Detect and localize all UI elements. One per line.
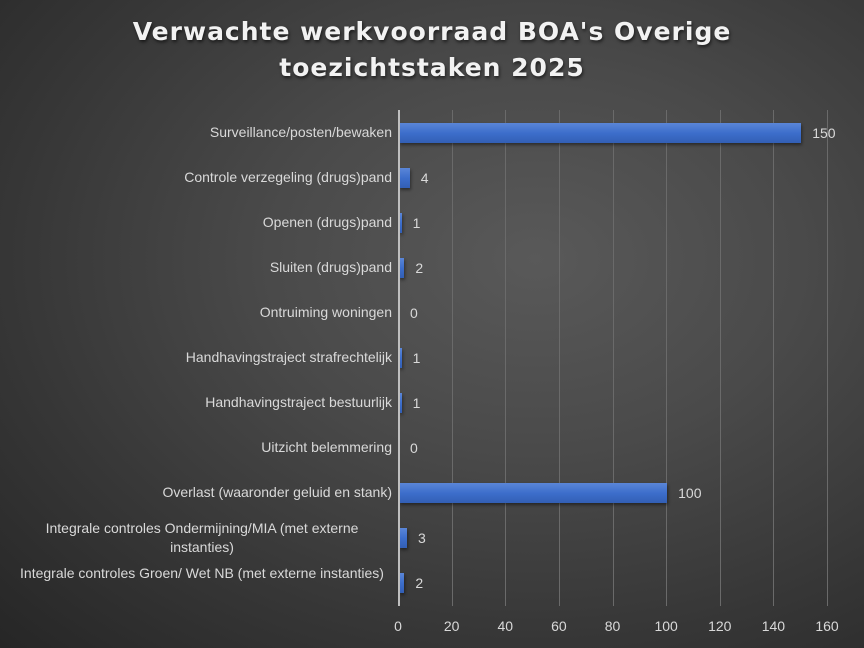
- chart-title-line-2: toezichtstaken 2025: [279, 53, 585, 82]
- category-label: Integrale controles Ondermijning/MIA (me…: [45, 520, 359, 556]
- data-label: 100: [678, 485, 702, 502]
- data-label: 0: [410, 440, 418, 457]
- plot-area: 150 4 1 2 0 1 1 0 100 3 2: [398, 110, 836, 606]
- gridline: [558, 110, 560, 606]
- x-tick-label: 140: [761, 618, 786, 634]
- data-label: 0: [410, 304, 418, 321]
- gridline: [505, 110, 507, 606]
- x-tick-label: 120: [708, 618, 732, 634]
- gridline: [827, 110, 828, 606]
- x-tick-label: 0: [394, 618, 402, 634]
- category-label: Integrale controles Groen/ Wet NB (met e…: [20, 565, 384, 582]
- bar: [399, 393, 402, 414]
- category-label: Handhavingstraject bestuurlijk: [205, 394, 392, 411]
- x-tick-label: 80: [604, 618, 621, 634]
- category-label: Openen (drugs)pand: [262, 213, 392, 230]
- category-label: Uitzicht belemmering: [261, 439, 392, 456]
- data-label: 3: [418, 530, 426, 547]
- data-label: 2: [415, 575, 424, 592]
- gridline: [719, 110, 721, 606]
- bar: [399, 167, 410, 188]
- x-tick-label: 20: [443, 618, 460, 634]
- category-label: Surveillance/posten/bewaken: [209, 123, 392, 140]
- data-label: 1: [412, 214, 421, 231]
- gridline: [666, 110, 668, 606]
- x-tick-label: 100: [654, 618, 678, 634]
- category-label: Controle verzegeling (drugs)pand: [184, 168, 392, 185]
- category-label: Sluiten (drugs)pand: [269, 258, 392, 275]
- category-label: Handhavingstraject strafrechtelijk: [185, 349, 392, 365]
- category-label: Overlast (waaronder geluid en stank): [162, 484, 392, 501]
- bar: [399, 212, 402, 233]
- category-label: Ontruiming woningen: [259, 303, 392, 320]
- gridline: [451, 110, 453, 606]
- data-label: 150: [812, 124, 836, 141]
- chart-title-line-1: Verwachte werkvoorraad BOA's Overige: [132, 17, 732, 46]
- gridline: [612, 110, 614, 606]
- x-tick-label: 160: [815, 618, 839, 634]
- data-label: 2: [415, 259, 424, 276]
- x-tick-label: 40: [497, 618, 514, 634]
- bar: [399, 122, 802, 143]
- x-tick-label: 60: [551, 618, 567, 634]
- bar: [399, 348, 402, 368]
- gridline: [773, 110, 775, 606]
- bar: [399, 257, 405, 278]
- chart-title: Verwachte werkvoorraad BOA's Overige toe…: [0, 14, 864, 86]
- data-label: 1: [412, 395, 421, 412]
- data-label: 4: [420, 169, 429, 186]
- bar: [399, 483, 668, 504]
- data-label: 1: [412, 350, 421, 366]
- bar: [399, 528, 408, 549]
- bar: [399, 573, 405, 594]
- category-axis-line: [398, 110, 400, 606]
